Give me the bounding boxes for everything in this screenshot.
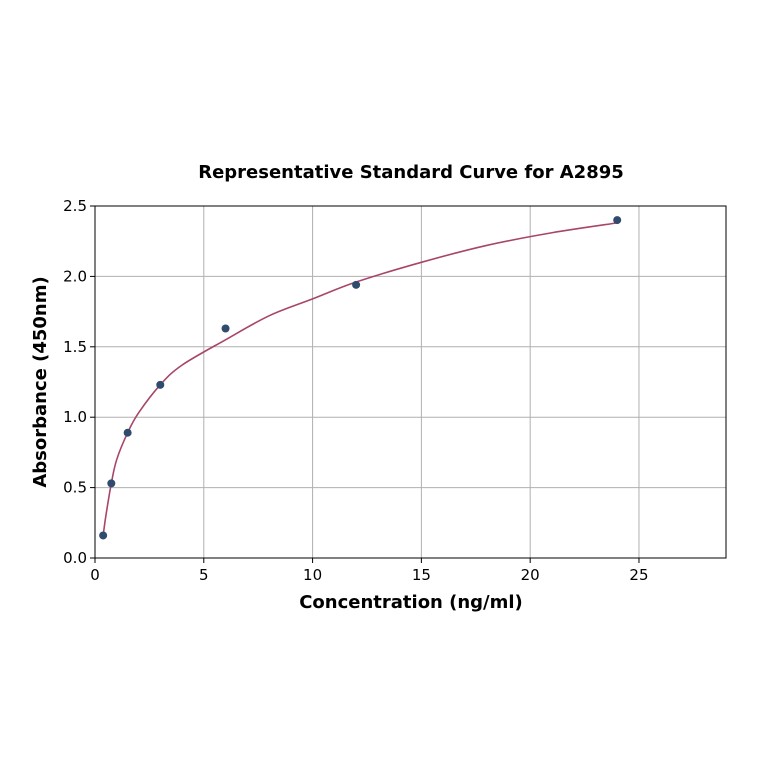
data-point bbox=[352, 280, 361, 289]
x-tick-label: 25 bbox=[629, 566, 648, 584]
y-tick-label: 2.0 bbox=[63, 267, 87, 285]
x-tick-label: 10 bbox=[303, 566, 322, 584]
plot-frame bbox=[94, 205, 727, 559]
data-points-layer bbox=[99, 216, 622, 540]
x-tick-label: 0 bbox=[90, 566, 100, 584]
x-tick-label: 5 bbox=[199, 566, 209, 584]
data-point bbox=[99, 531, 108, 540]
data-point bbox=[221, 324, 230, 333]
y-tick-label: 0.5 bbox=[63, 479, 87, 497]
x-tick-label: 20 bbox=[521, 566, 540, 584]
fit-curve-layer bbox=[102, 222, 618, 536]
x-tick-label: 15 bbox=[412, 566, 431, 584]
y-tick-label: 1.0 bbox=[63, 408, 87, 426]
x-axis-label: Concentration (ng/ml) bbox=[299, 592, 523, 613]
data-point bbox=[107, 479, 116, 488]
chart-title: Representative Standard Curve for A2895 bbox=[198, 162, 624, 183]
y-axis-ticks: 0.0 0.5 1.0 1.5 2.0 2.5 bbox=[63, 197, 95, 567]
y-tick-label: 2.5 bbox=[63, 197, 87, 215]
data-point bbox=[123, 428, 132, 437]
y-axis-label: Absorbance (450nm) bbox=[30, 276, 51, 487]
y-tick-label: 0.0 bbox=[63, 549, 87, 567]
x-axis-ticks: 0 5 10 15 20 25 bbox=[90, 558, 649, 584]
grid-lines bbox=[94, 205, 726, 559]
data-point bbox=[156, 380, 165, 389]
fit-curve-line bbox=[102, 222, 618, 536]
data-point bbox=[613, 216, 622, 225]
y-tick-label: 1.5 bbox=[63, 338, 87, 356]
